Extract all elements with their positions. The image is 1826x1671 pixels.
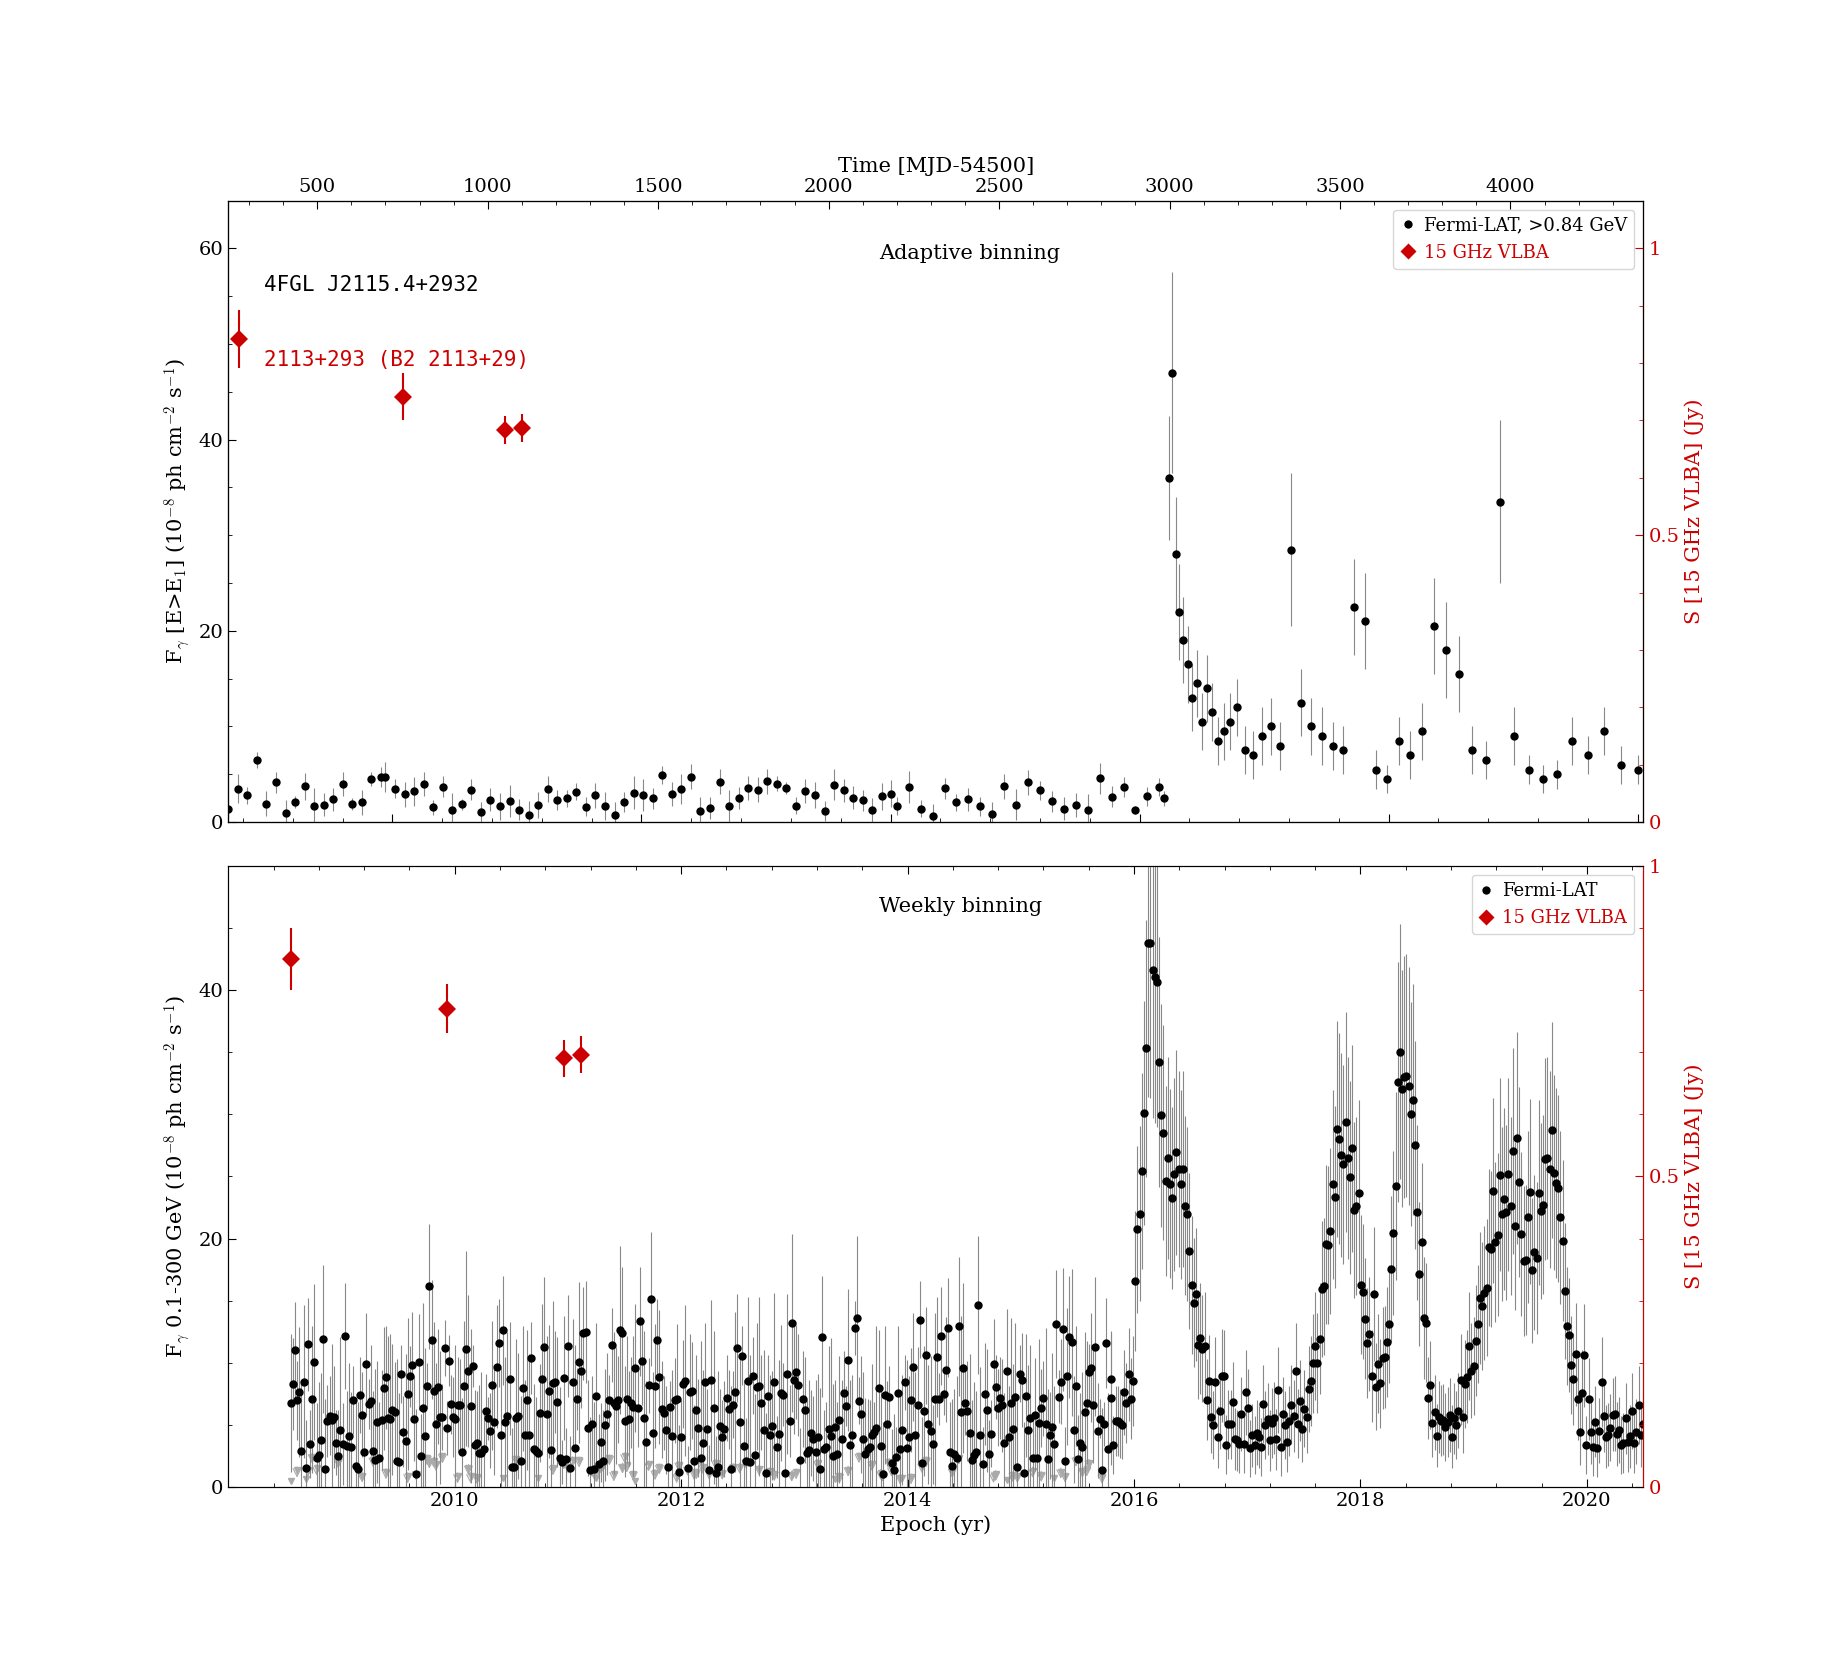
X-axis label: Epoch (yr): Epoch (yr)	[880, 1516, 992, 1536]
Text: Adaptive binning: Adaptive binning	[880, 244, 1061, 262]
Legend: Fermi-LAT, >0.84 GeV, 15 GHz VLBA: Fermi-LAT, >0.84 GeV, 15 GHz VLBA	[1393, 209, 1634, 269]
Y-axis label: S [15 GHz VLBA] (Jy): S [15 GHz VLBA] (Jy)	[1685, 399, 1704, 623]
Y-axis label: S [15 GHz VLBA] (Jy): S [15 GHz VLBA] (Jy)	[1685, 1064, 1704, 1288]
Text: 2113+293 (B2 2113+29): 2113+293 (B2 2113+29)	[263, 349, 530, 369]
Legend: Fermi-LAT, 15 GHz VLBA: Fermi-LAT, 15 GHz VLBA	[1472, 874, 1634, 934]
Y-axis label: F$_{\gamma}$ 0.1-300 GeV (10$^{-8}$ ph cm$^{-2}$ s$^{-1}$): F$_{\gamma}$ 0.1-300 GeV (10$^{-8}$ ph c…	[163, 994, 194, 1359]
Y-axis label: F$_{\gamma}$ [E>E$_1$] (10$^{-8}$ ph cm$^{-2}$ s$^{-1}$): F$_{\gamma}$ [E>E$_1$] (10$^{-8}$ ph cm$…	[163, 358, 194, 665]
Text: Weekly binning: Weekly binning	[880, 897, 1043, 916]
X-axis label: Time [MJD-54500]: Time [MJD-54500]	[838, 157, 1034, 175]
Text: 4FGL J2115.4+2932: 4FGL J2115.4+2932	[263, 276, 478, 296]
